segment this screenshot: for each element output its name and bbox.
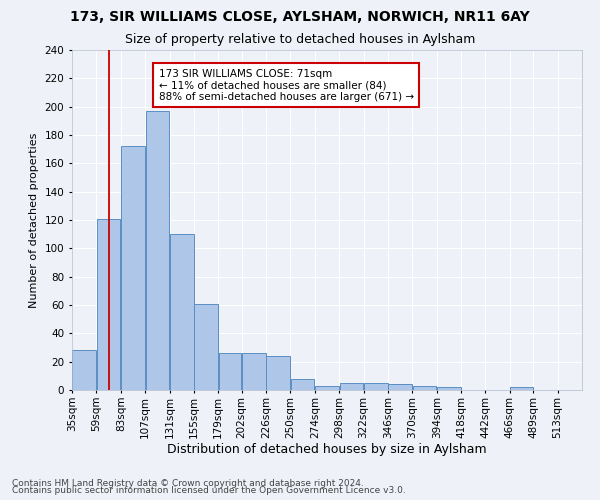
Text: Contains HM Land Registry data © Crown copyright and database right 2024.: Contains HM Land Registry data © Crown c… [12, 478, 364, 488]
Bar [413, 386, 436, 390]
Text: Contains public sector information licensed under the Open Government Licence v3: Contains public sector information licen… [12, 486, 406, 495]
Bar [364, 383, 388, 390]
Bar [218, 353, 241, 390]
Bar [194, 304, 218, 390]
Text: 173 SIR WILLIAMS CLOSE: 71sqm
← 11% of detached houses are smaller (84)
88% of s: 173 SIR WILLIAMS CLOSE: 71sqm ← 11% of d… [158, 68, 414, 102]
Bar [510, 387, 533, 390]
Bar [97, 218, 121, 390]
Bar [170, 234, 194, 390]
Bar [437, 387, 461, 390]
Text: Size of property relative to detached houses in Aylsham: Size of property relative to detached ho… [125, 32, 475, 46]
Bar [315, 386, 339, 390]
Y-axis label: Number of detached properties: Number of detached properties [29, 132, 39, 308]
Bar [340, 383, 363, 390]
Bar [121, 146, 145, 390]
Bar [73, 350, 96, 390]
X-axis label: Distribution of detached houses by size in Aylsham: Distribution of detached houses by size … [167, 443, 487, 456]
Bar [146, 111, 169, 390]
Bar [388, 384, 412, 390]
Bar [291, 378, 314, 390]
Bar [242, 353, 266, 390]
Bar [266, 356, 290, 390]
Text: 173, SIR WILLIAMS CLOSE, AYLSHAM, NORWICH, NR11 6AY: 173, SIR WILLIAMS CLOSE, AYLSHAM, NORWIC… [70, 10, 530, 24]
